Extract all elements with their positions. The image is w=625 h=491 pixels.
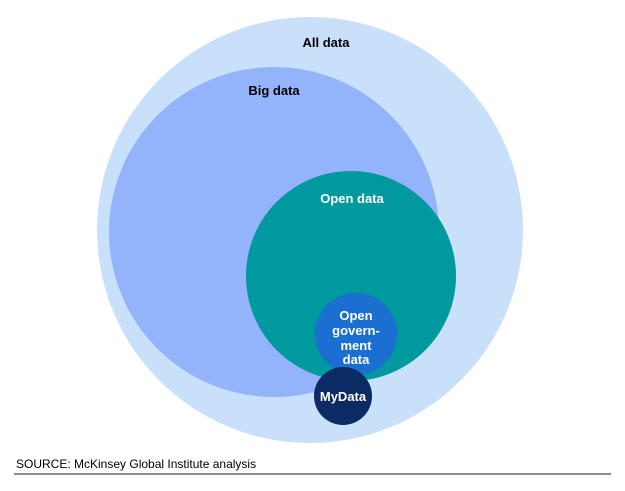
footer-divider xyxy=(14,473,611,475)
open-government-data-label-line-2: govern- xyxy=(332,323,380,338)
open-government-data-label-line-4: data xyxy=(343,352,371,367)
big-data-label: Big data xyxy=(248,83,300,98)
open-data-circle xyxy=(246,171,456,381)
open-government-data-label-line-3: ment xyxy=(340,338,372,353)
all-data-label: All data xyxy=(303,35,351,50)
mydata-label: MyData xyxy=(320,389,367,404)
open-data-label: Open data xyxy=(320,191,384,206)
mydata-circle xyxy=(314,367,372,425)
open-government-data-circle xyxy=(315,293,397,375)
source-note: SOURCE: McKinsey Global Institute analys… xyxy=(16,457,257,471)
open-government-data-label-line-1: Open xyxy=(339,308,372,323)
